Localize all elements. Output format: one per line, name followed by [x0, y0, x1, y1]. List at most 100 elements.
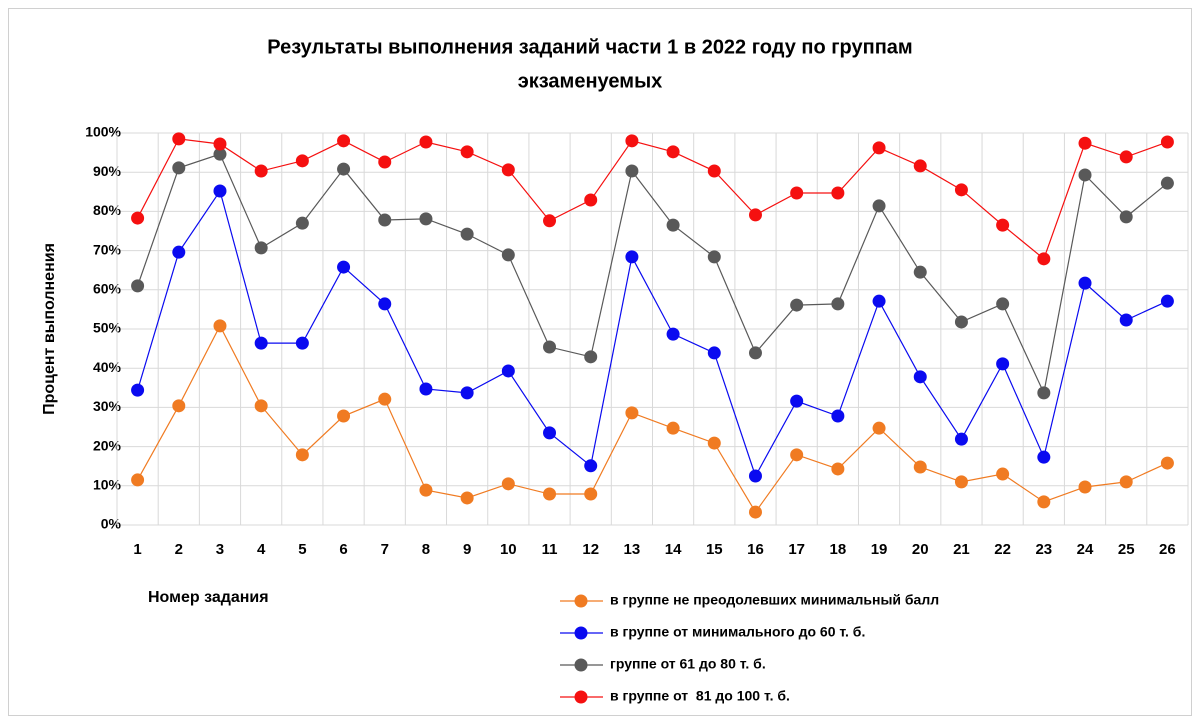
data-point	[913, 265, 927, 279]
x-tick-label: 4	[257, 541, 266, 558]
data-point	[337, 260, 351, 274]
data-point	[172, 399, 186, 413]
legend-marker	[574, 690, 588, 704]
x-tick-label: 8	[422, 541, 430, 558]
x-tick-label: 16	[747, 541, 764, 558]
data-point	[254, 336, 268, 350]
legend-label: в группе от 81 до 100 т. б.	[610, 688, 790, 704]
series-line	[137, 138, 1168, 260]
data-point	[295, 448, 309, 462]
data-point	[460, 386, 474, 400]
data-point	[1119, 150, 1133, 164]
series-line	[137, 153, 1168, 395]
data-point	[1078, 136, 1092, 150]
data-point	[543, 340, 557, 354]
data-point	[748, 469, 762, 483]
data-point	[666, 421, 680, 435]
data-point	[419, 382, 433, 396]
data-point	[707, 436, 721, 450]
data-point	[172, 161, 186, 175]
data-point	[625, 250, 639, 264]
data-point	[501, 248, 515, 262]
x-tick-label: 9	[463, 541, 471, 558]
data-point	[254, 241, 268, 255]
legend-marker	[574, 658, 588, 672]
data-point	[460, 145, 474, 159]
x-tick-label: 1	[133, 541, 141, 558]
data-point	[831, 186, 845, 200]
x-axis-label: Номер задания	[148, 589, 269, 606]
x-tick-label: 5	[298, 541, 306, 558]
data-point	[1078, 480, 1092, 494]
y-tick-label: 40%	[93, 359, 122, 375]
data-point	[460, 227, 474, 241]
data-point	[707, 164, 721, 178]
y-tick-label: 90%	[93, 163, 122, 179]
data-point	[131, 211, 145, 225]
data-point	[295, 336, 309, 350]
data-point	[666, 327, 680, 341]
data-point	[419, 135, 433, 149]
x-tick-label: 22	[994, 541, 1011, 558]
data-point	[996, 218, 1010, 232]
x-tick-label: 20	[912, 541, 929, 558]
data-point	[378, 297, 392, 311]
x-tick-label: 11	[542, 541, 558, 558]
data-point	[584, 459, 598, 473]
data-point	[295, 154, 309, 168]
data-point	[584, 193, 598, 207]
data-point	[131, 279, 145, 293]
data-point	[831, 409, 845, 423]
chart-title: экзаменуемых	[518, 70, 663, 92]
data-point	[543, 487, 557, 501]
data-point	[666, 145, 680, 159]
data-point	[748, 505, 762, 519]
y-tick-label: 100%	[85, 124, 121, 140]
data-point	[213, 319, 227, 333]
data-point	[954, 432, 968, 446]
data-point	[172, 245, 186, 259]
data-point	[213, 184, 227, 198]
y-tick-label: 0%	[101, 516, 122, 532]
data-point	[1119, 475, 1133, 489]
data-point	[1078, 276, 1092, 290]
y-tick-label: 60%	[93, 281, 122, 297]
data-point	[378, 213, 392, 227]
legend-label: в группе от минимального до 60 т. б.	[610, 624, 865, 640]
chart-frame	[8, 8, 1192, 716]
x-tick-label: 19	[871, 541, 888, 558]
data-point	[1037, 450, 1051, 464]
legend-label: в группе не преодолевших минимальный бал…	[610, 592, 939, 608]
data-point	[543, 426, 557, 440]
x-tick-label: 12	[582, 541, 599, 558]
data-point	[337, 162, 351, 176]
x-tick-label: 14	[665, 541, 682, 558]
x-tick-label: 10	[500, 541, 517, 558]
data-point	[913, 370, 927, 384]
y-tick-label: 10%	[93, 477, 122, 493]
series-line	[137, 324, 1168, 514]
data-point	[707, 250, 721, 264]
data-point	[501, 477, 515, 491]
data-point	[543, 214, 557, 228]
data-point	[131, 473, 145, 487]
data-point	[1119, 210, 1133, 224]
x-tick-label: 3	[216, 541, 224, 558]
data-point	[996, 297, 1010, 311]
data-point	[872, 294, 886, 308]
x-tick-label: 6	[339, 541, 347, 558]
y-tick-label: 50%	[93, 320, 122, 336]
data-point	[213, 147, 227, 161]
x-tick-label: 17	[788, 541, 805, 558]
data-point	[625, 406, 639, 420]
data-point	[1037, 252, 1051, 266]
data-point	[295, 216, 309, 230]
data-point	[378, 392, 392, 406]
data-point	[666, 218, 680, 232]
data-point	[790, 448, 804, 462]
data-point	[790, 394, 804, 408]
data-point	[1119, 313, 1133, 327]
data-point	[419, 483, 433, 497]
data-point	[1160, 456, 1174, 470]
